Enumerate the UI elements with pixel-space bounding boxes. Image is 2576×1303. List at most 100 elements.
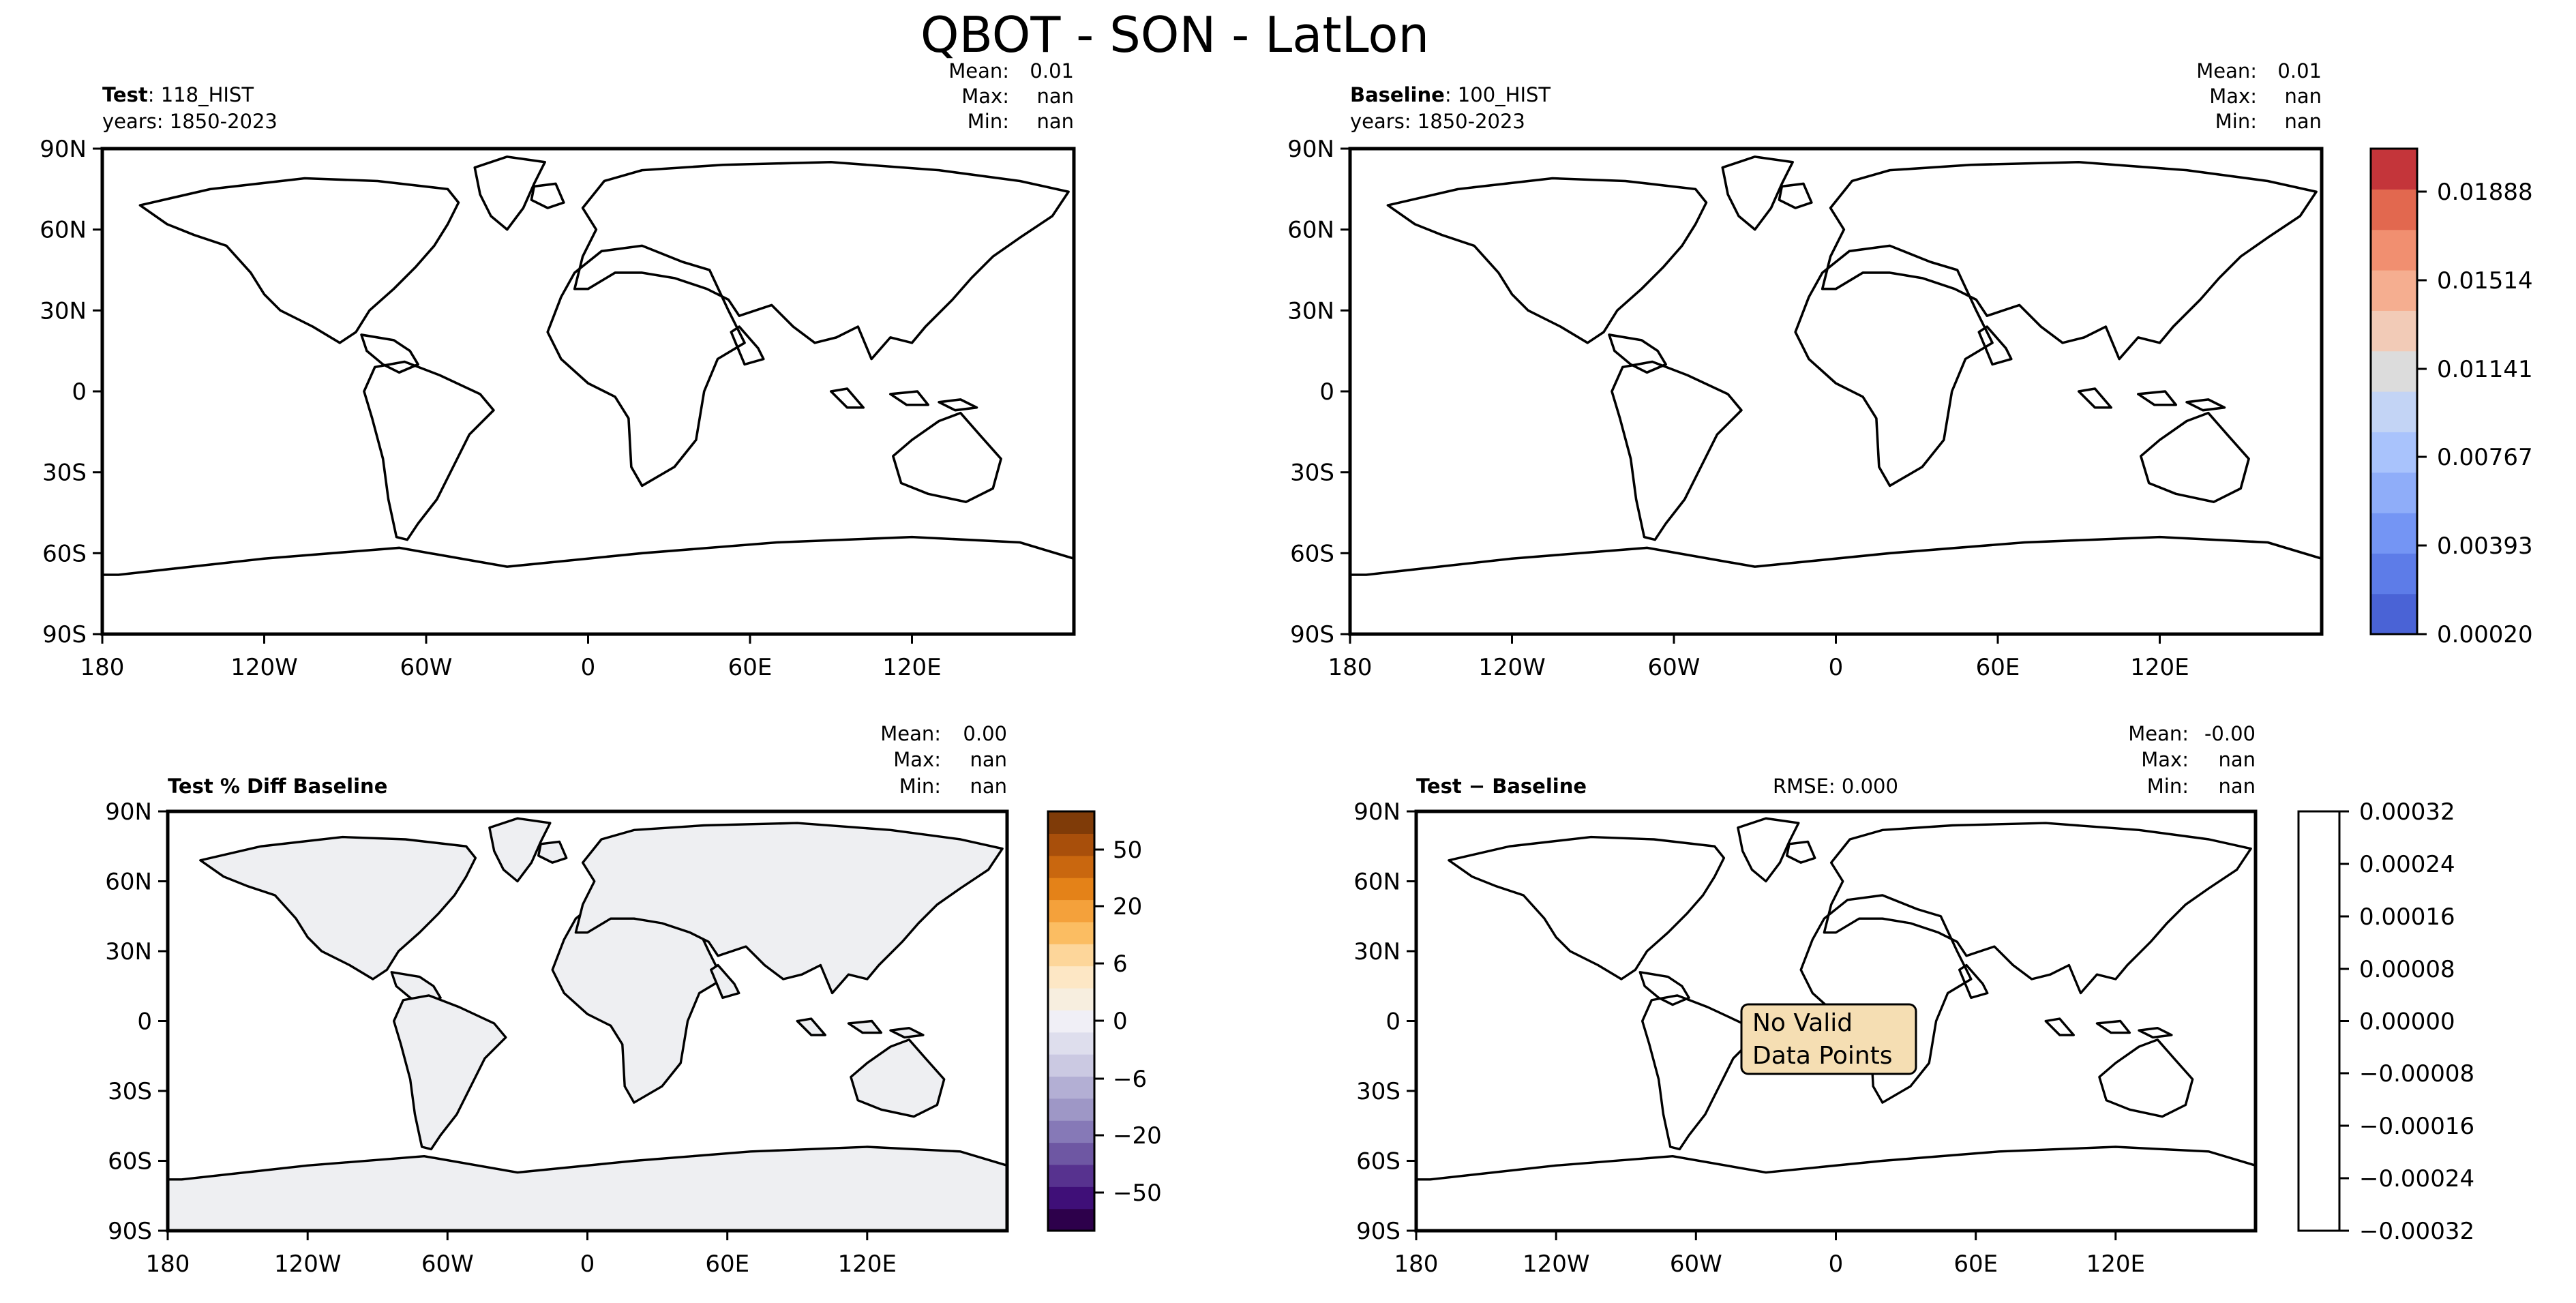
panel-test-title-rest: : 118_HIST — [148, 83, 254, 106]
x-tick-label: 60E — [728, 654, 773, 681]
stat-value-min: nan — [2284, 110, 2322, 133]
x-tick-label: 60W — [1648, 654, 1701, 681]
panel-baseline-title: Baseline: 100_HIST — [1350, 83, 1551, 106]
colorbar-swatch — [1048, 833, 1094, 856]
colorbar-abs-diff-frame — [2297, 810, 2341, 1232]
colorbar-abs-diff-tick: 0.00000 — [2359, 1008, 2455, 1036]
colorbar-pct-diff-steps — [1048, 811, 1094, 1231]
colorbar-top-tick: 0.01888 — [2437, 179, 2533, 206]
x-tick-label: 60W — [400, 654, 453, 681]
colorbar-top-tick: 0.00020 — [2437, 621, 2533, 648]
colorbar-pct-diff-tick: −20 — [1113, 1122, 1162, 1150]
colorbar-pct-diff-tick: 0 — [1113, 1008, 1128, 1035]
stat-label-max: Max: — [961, 85, 1009, 108]
panel-baseline-title-rest: : 100_HIST — [1445, 83, 1551, 106]
panel-pct-diff-title: Test % Diff Baseline — [168, 775, 387, 798]
x-tick-label: 0 — [1829, 654, 1844, 681]
colorbar-swatch — [2371, 149, 2417, 190]
colorbar-swatch — [1048, 899, 1094, 923]
panel-pct-diff-xaxis: 180 120W 60W 0 60E 120E — [146, 1231, 897, 1278]
panel-test-title: Test: 118_HIST — [102, 83, 254, 106]
x-tick-label: 120W — [1523, 1250, 1590, 1278]
colorbar-swatch — [1048, 944, 1094, 967]
colorbar-swatch — [1048, 965, 1094, 989]
stat-label-min: Min: — [2147, 775, 2189, 798]
x-tick-label: 120W — [230, 654, 298, 681]
colorbar-swatch — [2371, 310, 2417, 352]
panel-test-yaxis: 90N 60N 30N 0 30S 60S 90S — [40, 136, 102, 648]
annotation-line-1: No Valid — [1752, 1009, 1853, 1037]
colorbar-top-frame — [2369, 147, 2418, 635]
stat-value-mean: 0.00 — [963, 722, 1007, 745]
colorbar-swatch — [2371, 270, 2417, 311]
stat-value-min: nan — [2218, 775, 2256, 798]
colorbar-swatch — [1048, 1164, 1094, 1187]
stat-value-min: nan — [970, 775, 1007, 798]
y-tick-label: 60N — [1287, 217, 1334, 244]
colorbar-swatch — [2371, 513, 2417, 554]
panel-baseline: Baseline: 100_HIST years: 1850-2023 Mean… — [1287, 59, 2324, 681]
colorbar-abs-diff-tick: 0.00016 — [2359, 903, 2455, 931]
colorbar-pct-diff-tick: −50 — [1113, 1180, 1162, 1207]
stat-label-mean: Mean: — [880, 722, 941, 745]
stat-label-mean: Mean: — [948, 59, 1009, 83]
stat-label-min: Min: — [968, 110, 1009, 133]
colorbar-swatch — [1048, 1142, 1094, 1165]
y-tick-label: 90N — [40, 136, 87, 163]
colorbar-abs-diff-tick: −0.00008 — [2359, 1060, 2474, 1088]
y-tick-label: 60N — [40, 217, 87, 244]
y-tick-label: 30N — [40, 297, 87, 325]
colorbar-top-tick: 0.00767 — [2437, 444, 2533, 471]
y-tick-label: 0 — [1386, 1008, 1401, 1036]
panel-baseline-map — [1350, 149, 2322, 634]
x-tick-label: 180 — [80, 654, 125, 681]
colorbar-abs-diff: 0.00032 0.00024 0.00016 0.00008 0.00000 … — [2297, 798, 2474, 1245]
y-tick-label: 90N — [105, 798, 152, 826]
colorbar-abs-diff-tick: −0.00024 — [2359, 1165, 2474, 1193]
panel-baseline-years: years: 1850-2023 — [1350, 110, 1525, 133]
panel-test-years: years: 1850-2023 — [102, 110, 278, 133]
panel-baseline-title-bold: Baseline — [1350, 83, 1445, 106]
colorbar-abs-diff-tick: 0.00024 — [2359, 851, 2455, 878]
y-tick-label: 0 — [1319, 378, 1334, 406]
panel-test-title-bold: Test — [102, 83, 148, 106]
y-tick-label: 30N — [1287, 297, 1334, 325]
colorbar-pct-diff-tick: 6 — [1113, 950, 1128, 978]
panel-baseline-yaxis: 90N 60N 30N 0 30S 60S 90S — [1287, 136, 1350, 648]
y-tick-label: 60N — [105, 869, 152, 896]
x-tick-label: 120E — [838, 1250, 897, 1278]
no-data-annotation: No Valid Data Points — [1740, 1003, 1917, 1075]
panel-abs-diff-yaxis: 90N 60N 30N 0 30S 60S 90S — [1353, 798, 1416, 1245]
y-tick-label: 0 — [72, 378, 87, 406]
y-tick-label: 90S — [1356, 1218, 1401, 1245]
panel-pct-diff-yaxis: 90N 60N 30N 0 30S 60S 90S — [105, 798, 168, 1245]
x-tick-label: 60W — [1670, 1250, 1722, 1278]
panel-abs-diff-xaxis: 180 120W 60W 0 60E 120E — [1394, 1231, 2145, 1278]
stat-label-min: Min: — [2215, 110, 2257, 133]
colorbar-swatch — [1048, 1032, 1094, 1055]
x-tick-label: 0 — [581, 654, 596, 681]
x-tick-label: 180 — [1328, 654, 1373, 681]
x-tick-label: 180 — [1394, 1250, 1439, 1278]
figure-title: QBOT - SON - LatLon — [920, 6, 1429, 63]
colorbar-top: 0.00020 0.00393 0.00767 0.01141 0.01514 … — [2369, 147, 2533, 648]
y-tick-label: 30N — [105, 938, 152, 965]
colorbar-top-steps — [2371, 149, 2417, 635]
panel-test-map — [102, 149, 1074, 634]
colorbar-swatch — [2371, 350, 2417, 392]
stat-label-mean: Mean: — [2128, 722, 2189, 745]
y-tick-label: 90S — [42, 621, 87, 648]
x-tick-label: 60E — [1976, 654, 2020, 681]
y-tick-label: 30S — [1356, 1078, 1401, 1105]
panel-baseline-stats: Mean: 0.01 Max: nan Min: nan — [2196, 59, 2322, 133]
panel-abs-diff: Test − Baseline RMSE: 0.000 Mean: -0.00 … — [1353, 722, 2258, 1278]
stat-value-max: nan — [970, 748, 1007, 771]
stat-label-max: Max: — [2209, 85, 2257, 108]
colorbar-abs-diff-tick: 0.00008 — [2359, 956, 2455, 983]
stat-value-max: nan — [2284, 85, 2322, 108]
y-tick-label: 0 — [137, 1008, 152, 1036]
colorbar-abs-diff-tick: −0.00032 — [2359, 1218, 2474, 1245]
colorbar-swatch — [1048, 1186, 1094, 1210]
colorbar-pct-diff-tick: 20 — [1113, 893, 1142, 920]
